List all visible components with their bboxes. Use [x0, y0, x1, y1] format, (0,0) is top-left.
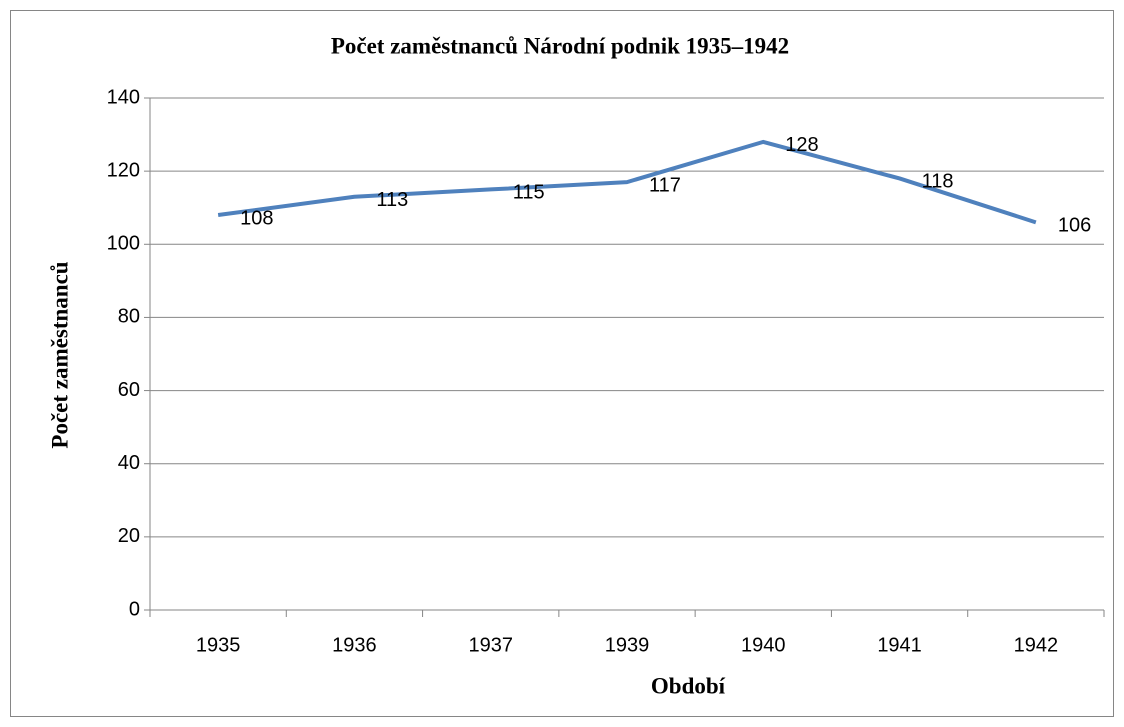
y-tick-label: 60 — [118, 379, 140, 401]
data-label: 115 — [513, 182, 545, 204]
y-tick-label: 140 — [107, 86, 140, 108]
y-tick-label: 80 — [118, 306, 140, 328]
x-tick-label: 1936 — [332, 634, 377, 656]
x-tick-label: 1935 — [196, 634, 241, 656]
x-tick-label: 1937 — [468, 634, 513, 656]
x-tick-label: 1942 — [1014, 634, 1059, 656]
data-label: 106 — [1058, 215, 1091, 237]
data-label: 108 — [240, 207, 273, 229]
y-tick-label: 120 — [107, 159, 140, 181]
data-line — [217, 139, 1037, 225]
data-label: 128 — [785, 134, 818, 156]
x-tick-label: 1941 — [877, 634, 922, 656]
y-tick-label: 20 — [118, 525, 140, 547]
chart-border — [10, 10, 1114, 717]
x-tick-label: 1940 — [741, 634, 786, 656]
data-label: 113 — [376, 189, 408, 211]
y-tick-label: 100 — [107, 233, 140, 255]
y-axis-title: Počet zaměstnanců — [47, 261, 72, 448]
y-tick-label: 40 — [118, 452, 140, 474]
data-label: 118 — [922, 171, 954, 193]
x-axis-title: Období — [651, 673, 726, 698]
chart-title: Počet zaměstnanců Národní podnik 1935–19… — [331, 33, 789, 58]
x-tick-label: 1939 — [605, 634, 650, 656]
data-label: 117 — [649, 174, 681, 196]
y-tick-label: 0 — [129, 598, 140, 620]
